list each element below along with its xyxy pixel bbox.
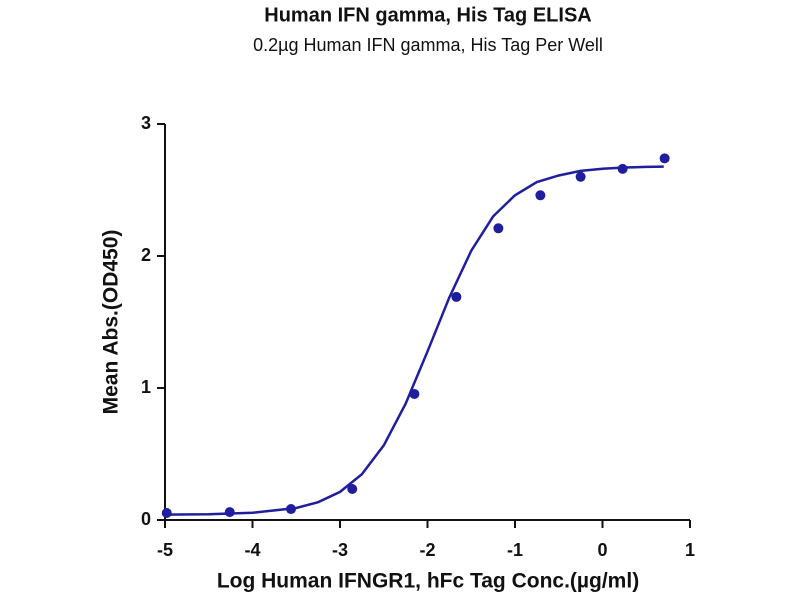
data-point [659,153,670,164]
y-tick-label: 2 [141,245,151,265]
data-point [617,163,628,174]
data-point [161,508,172,519]
data-point [347,483,358,494]
x-tick-label: -3 [332,540,348,560]
x-tick-label: -1 [507,540,523,560]
y-tick-label: 1 [141,377,151,397]
data-point [575,171,586,182]
chart-subtitle: 0.2µg Human IFN gamma, His Tag Per Well [253,35,603,55]
data-point [224,507,235,518]
y-tick-label: 3 [141,113,151,133]
x-tick-label: -2 [419,540,435,560]
data-point [493,223,504,234]
x-tick-label: -4 [244,540,260,560]
x-tick-label: 0 [597,540,607,560]
x-tick-label: -5 [157,540,173,560]
data-point [286,504,296,515]
y-tick-label: 0 [141,509,151,529]
x-axis-label: Log Human IFNGR1, hFc Tag Conc.(µg/ml) [217,570,639,593]
fit-curve [164,165,664,516]
data-point [409,388,420,399]
y-axis-label: Mean Abs.(OD450) [100,230,123,415]
data-point [451,291,462,302]
data-point [535,190,546,201]
x-tick-label: 1 [685,540,695,560]
chart-title: Human IFN gamma, His Tag ELISA [264,4,591,26]
